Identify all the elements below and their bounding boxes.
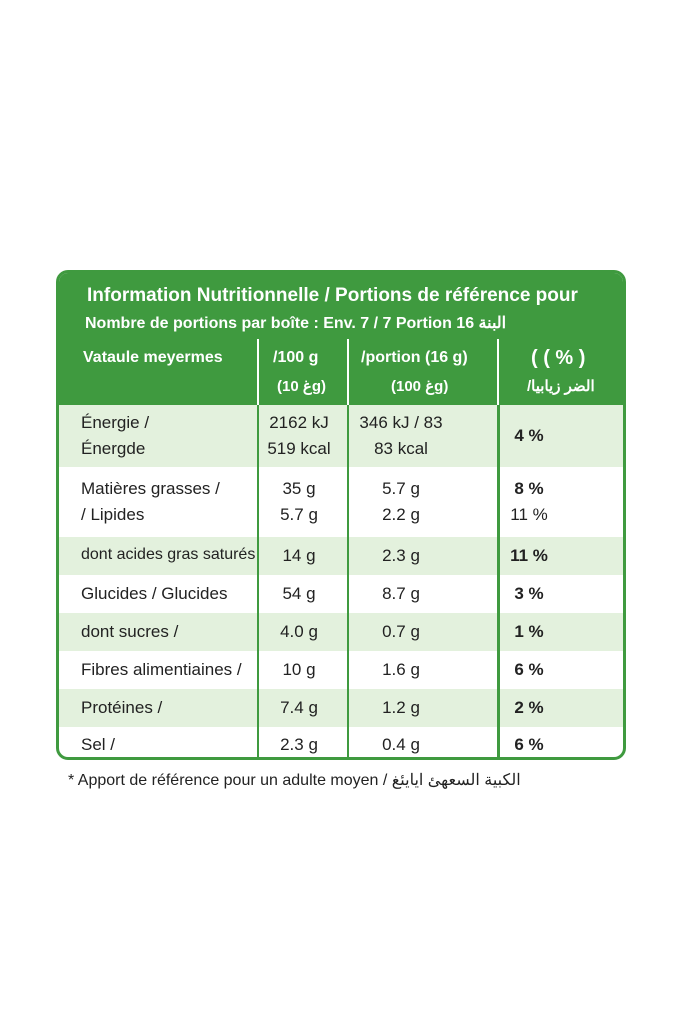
- header-per-100g: /100 g: [273, 349, 319, 366]
- cell-pct: 8 %: [514, 479, 544, 498]
- header-percent: ( ( % ): [531, 347, 586, 369]
- portions-per-box: Nombre de portions par boîte : Env. 7 / …: [85, 315, 507, 332]
- cell-per100: 35 g: [282, 479, 316, 498]
- cell-per100: 7.4 g: [280, 698, 318, 717]
- table-row: Protéines / 7.4 g 1.2 g 2 %: [59, 689, 623, 727]
- table-row: Glucides / Glucides 54 g 8.7 g 3 %: [59, 575, 623, 613]
- cell-pct: 2 %: [514, 698, 544, 717]
- header-per-portion-sub: (غ 100g): [391, 378, 449, 395]
- cell-portion: 1.6 g: [382, 660, 420, 679]
- cell-name: Glucides / Glucides: [81, 584, 228, 603]
- cell-portion: 83 kcal: [374, 439, 428, 458]
- cell-portion: 2.2 g: [382, 505, 420, 524]
- cell-per100: 54 g: [282, 584, 316, 603]
- cell-name: Énergie /: [81, 413, 150, 432]
- cell-per100: 10 g: [282, 660, 316, 679]
- column-divider: [347, 405, 349, 757]
- table-title-bar: Information Nutritionnelle / Portions de…: [59, 273, 623, 339]
- footnote: * Apport de référence pour un adulte moy…: [68, 772, 521, 789]
- cell-per100: 4.0 g: [280, 622, 318, 641]
- table-row: dont acides gras saturés 14 g 2.3 g 11 %: [59, 537, 623, 575]
- header-nutrient: Vataule meyermes: [83, 349, 223, 366]
- cell-portion: 5.7 g: [382, 479, 420, 498]
- cell-name: dont acides gras saturés: [81, 546, 256, 563]
- cell-name: dont sucres /: [81, 622, 179, 641]
- table-title: Information Nutritionnelle / Portions de…: [87, 285, 578, 306]
- cell-per100: 2.3 g: [280, 735, 318, 754]
- cell-portion: 1.2 g: [382, 698, 420, 717]
- cell-pct: 11 %: [510, 505, 548, 524]
- cell-name: / Lipides: [81, 505, 145, 524]
- cell-portion: 0.7 g: [382, 622, 420, 641]
- table-row: Fibres alimentiaines / 10 g 1.6 g 6 %: [59, 651, 623, 689]
- table-row: Sel / 2.3 g 0.4 g 6 %: [59, 727, 623, 757]
- cell-pct: 6 %: [514, 660, 544, 679]
- header-percent-sub: /الضر زيابيا: [527, 378, 595, 395]
- cell-pct: 3 %: [514, 584, 544, 603]
- table-row: Matières grasses / / Lipides 35 g 5.7 g 5.7 …: [59, 467, 623, 537]
- cell-name: Matières grasses /: [81, 479, 220, 498]
- cell-per100: 519 kcal: [267, 439, 331, 458]
- cell-pct: 1 %: [514, 622, 544, 641]
- column-divider: [257, 405, 259, 757]
- header-divider: [347, 339, 349, 405]
- header-divider: [257, 339, 259, 405]
- cell-name: Protéines /: [81, 698, 163, 717]
- cell-name: Énergde: [81, 439, 146, 458]
- cell-per100: 2162 kJ: [269, 413, 329, 432]
- cell-portion: 2.3 g: [382, 546, 420, 565]
- cell-name: Fibres alimentiaines /: [81, 660, 242, 679]
- cell-pct: 11 %: [510, 546, 548, 565]
- table-row: dont sucres / 4.0 g 0.7 g 1 %: [59, 613, 623, 651]
- cell-portion: 346 kJ / 83: [359, 413, 443, 432]
- cell-name: Sel /: [81, 735, 116, 754]
- cell-pct: 6 %: [514, 735, 544, 754]
- header-per-portion: /portion (16 g): [361, 349, 468, 366]
- nutrition-table: Information Nutritionnelle / Portions de…: [56, 270, 626, 760]
- cell-portion: 0.4 g: [382, 735, 420, 754]
- cell-portion: 8.7 g: [382, 584, 420, 603]
- cell-pct: 4 %: [514, 426, 544, 445]
- header-divider: [497, 339, 499, 405]
- column-divider: [497, 405, 500, 757]
- table-row: Énergie / Énergde 2162 kJ 519 kcal 346 kJ / …: [59, 405, 623, 467]
- cell-per100: 5.7 g: [280, 505, 318, 524]
- cell-per100: 14 g: [282, 546, 316, 565]
- column-headers: Vataule meyermes /100 g (غ 10g) /portion…: [59, 339, 623, 405]
- header-per-100g-sub: (غ 10g): [277, 378, 326, 395]
